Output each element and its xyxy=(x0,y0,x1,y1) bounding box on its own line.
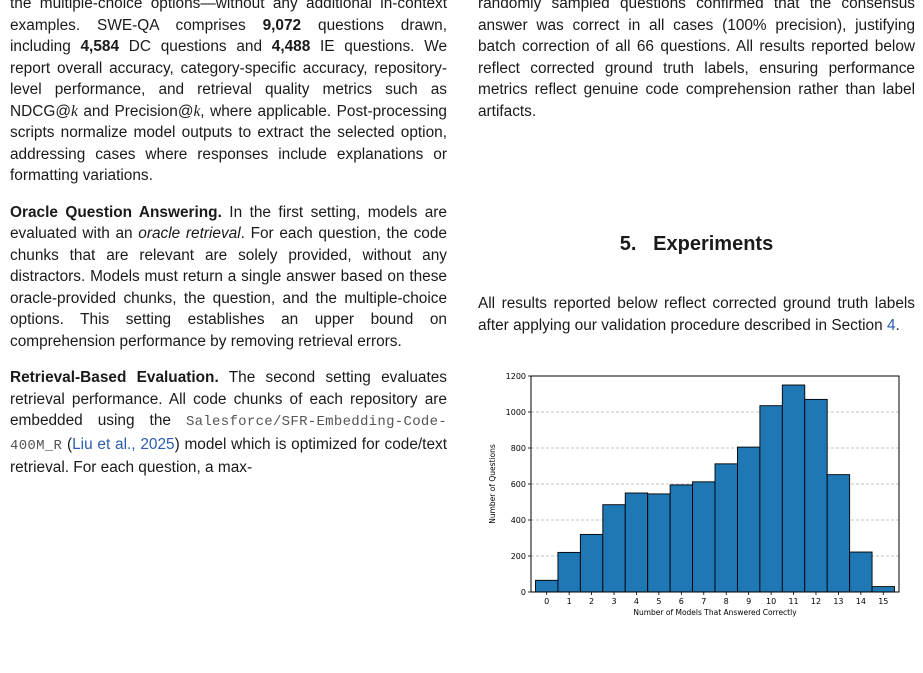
x-tick-label: 14 xyxy=(856,597,866,606)
bar-5 xyxy=(647,493,671,593)
bar-10 xyxy=(759,405,783,593)
bar-3 xyxy=(602,504,626,593)
section-heading: 5. Experiments xyxy=(619,233,774,255)
math-k: k xyxy=(70,102,78,120)
text-span: and Precision@ xyxy=(77,102,194,120)
model-name: Salesforce/SFR-Embedding-Code-400M_R xyxy=(10,414,447,454)
text-span: . For each question, the code chunks tha… xyxy=(10,225,447,350)
ie-questions-count: 4,488 xyxy=(271,38,311,55)
bar-12 xyxy=(804,398,828,593)
paragraph-retrieval-eval: Retrieval-Based Evaluation. The second s… xyxy=(10,367,447,479)
citation-link[interactable]: Liu et al., 2025 xyxy=(72,435,175,453)
text-span: DC questions and xyxy=(119,38,272,55)
total-questions-count: 9,072 xyxy=(262,16,302,34)
x-tick-label: 10 xyxy=(766,597,776,606)
x-tick-label: 7 xyxy=(701,597,706,606)
y-tick-label: 1000 xyxy=(506,408,526,417)
text-span: The second setting evaluates retrieval p… xyxy=(10,369,447,429)
text-span: ( xyxy=(62,435,73,453)
text-span: All results reported below reflect corre… xyxy=(478,295,915,334)
text-span: . xyxy=(895,316,900,334)
right-column: randomly sampled questions confirmed tha… xyxy=(478,0,915,122)
bar-0 xyxy=(535,579,559,593)
x-tick-label: 6 xyxy=(679,597,684,606)
bar-1 xyxy=(557,551,581,593)
text-span: ) model which is optimized for code/text… xyxy=(10,435,447,477)
bar-8 xyxy=(714,463,738,593)
bar-2 xyxy=(579,533,604,593)
y-tick-label: 400 xyxy=(511,516,526,525)
x-tick-label: 8 xyxy=(724,597,729,606)
left-column: the multiple-choice options—without any … xyxy=(10,0,447,479)
x-tick-label: 5 xyxy=(656,597,661,606)
paragraph-experiments-intro: All results reported below reflect corre… xyxy=(478,293,915,336)
math-k: k xyxy=(193,102,201,120)
x-tick-label: 4 xyxy=(634,597,639,606)
section-ref-link[interactable]: 4 xyxy=(886,316,896,334)
x-tick-label: 13 xyxy=(833,597,843,606)
bar-15 xyxy=(871,586,895,593)
bar-7 xyxy=(692,481,716,593)
bar-9 xyxy=(736,446,761,593)
x-axis-label: Number of Models That Answered Correctly xyxy=(633,608,797,617)
text-span: IE questions. We report overall accuracy… xyxy=(10,38,448,120)
x-tick-label: 15 xyxy=(878,597,888,606)
x-tick-label: 11 xyxy=(788,597,798,606)
x-tick-label: 0 xyxy=(544,597,549,606)
y-axis-label: Number of Questions xyxy=(488,444,497,524)
y-tick-label: 0 xyxy=(521,588,526,597)
x-tick-label: 1 xyxy=(567,597,572,606)
x-tick-label: 2 xyxy=(589,597,594,606)
text-span: questions drawn, including xyxy=(10,16,447,56)
bar-13 xyxy=(826,474,851,593)
y-tick-label: 200 xyxy=(511,552,526,561)
bar-14 xyxy=(849,551,873,593)
bar-4 xyxy=(624,492,649,593)
text-span: , where applicable. Post-processing scri… xyxy=(10,102,447,185)
text-span: the multiple-choice options—without any … xyxy=(10,0,447,34)
histogram-figure: 0 200 400 600 800 1000 1200 0 1 2 3 4 5 6 7 8 9 10 11 12 13 1… xyxy=(478,367,908,619)
y-tick-label: 800 xyxy=(511,444,526,453)
y-tick-label: 1200 xyxy=(506,372,526,381)
emphasis-oracle-retrieval: oracle retrieval xyxy=(138,225,241,242)
experiments-intro: All results reported below reflect corre… xyxy=(478,293,915,336)
paragraph-validation: randomly sampled questions confirmed tha… xyxy=(478,0,915,120)
paragraph-heading-oracle: Oracle Question Answering. xyxy=(10,203,222,221)
x-tick-label: 12 xyxy=(811,597,821,606)
text-span: In the first setting, models are evaluat… xyxy=(10,203,447,243)
dc-questions-count: 4,584 xyxy=(80,38,120,55)
x-tick-label: 3 xyxy=(611,597,616,606)
paragraph-evaluation-setup: the multiple-choice options—without any … xyxy=(10,0,447,187)
bar-6 xyxy=(669,484,694,593)
paragraph-heading-retrieval: Retrieval-Based Evaluation. xyxy=(10,369,219,386)
x-tick-label: 9 xyxy=(746,597,751,606)
bar-11 xyxy=(781,384,806,593)
paragraph-oracle-qa: Oracle Question Answering. In the first … xyxy=(10,202,447,353)
y-tick-label: 600 xyxy=(511,480,526,489)
